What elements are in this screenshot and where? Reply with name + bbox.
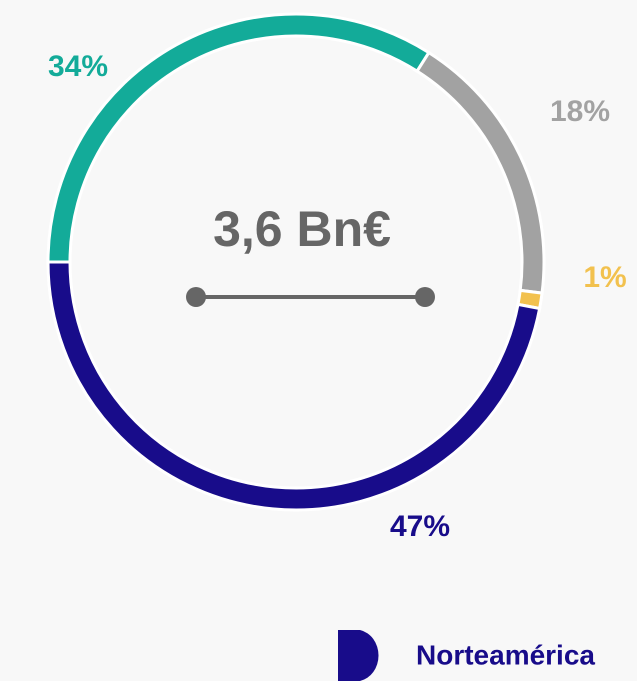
value-label: 34% [48, 50, 108, 83]
value-label: 47% [390, 510, 450, 543]
donut-segment [415, 50, 546, 295]
legend-swatch [338, 630, 379, 681]
donut-segment [46, 260, 542, 512]
value-label: 18% [550, 95, 610, 128]
legend-label: Norteamérica [416, 639, 595, 670]
divider-dot [186, 287, 206, 307]
divider-dot [415, 287, 435, 307]
center-label: 3,6 Bn€ [213, 201, 391, 257]
value-label: 1% [583, 261, 626, 294]
